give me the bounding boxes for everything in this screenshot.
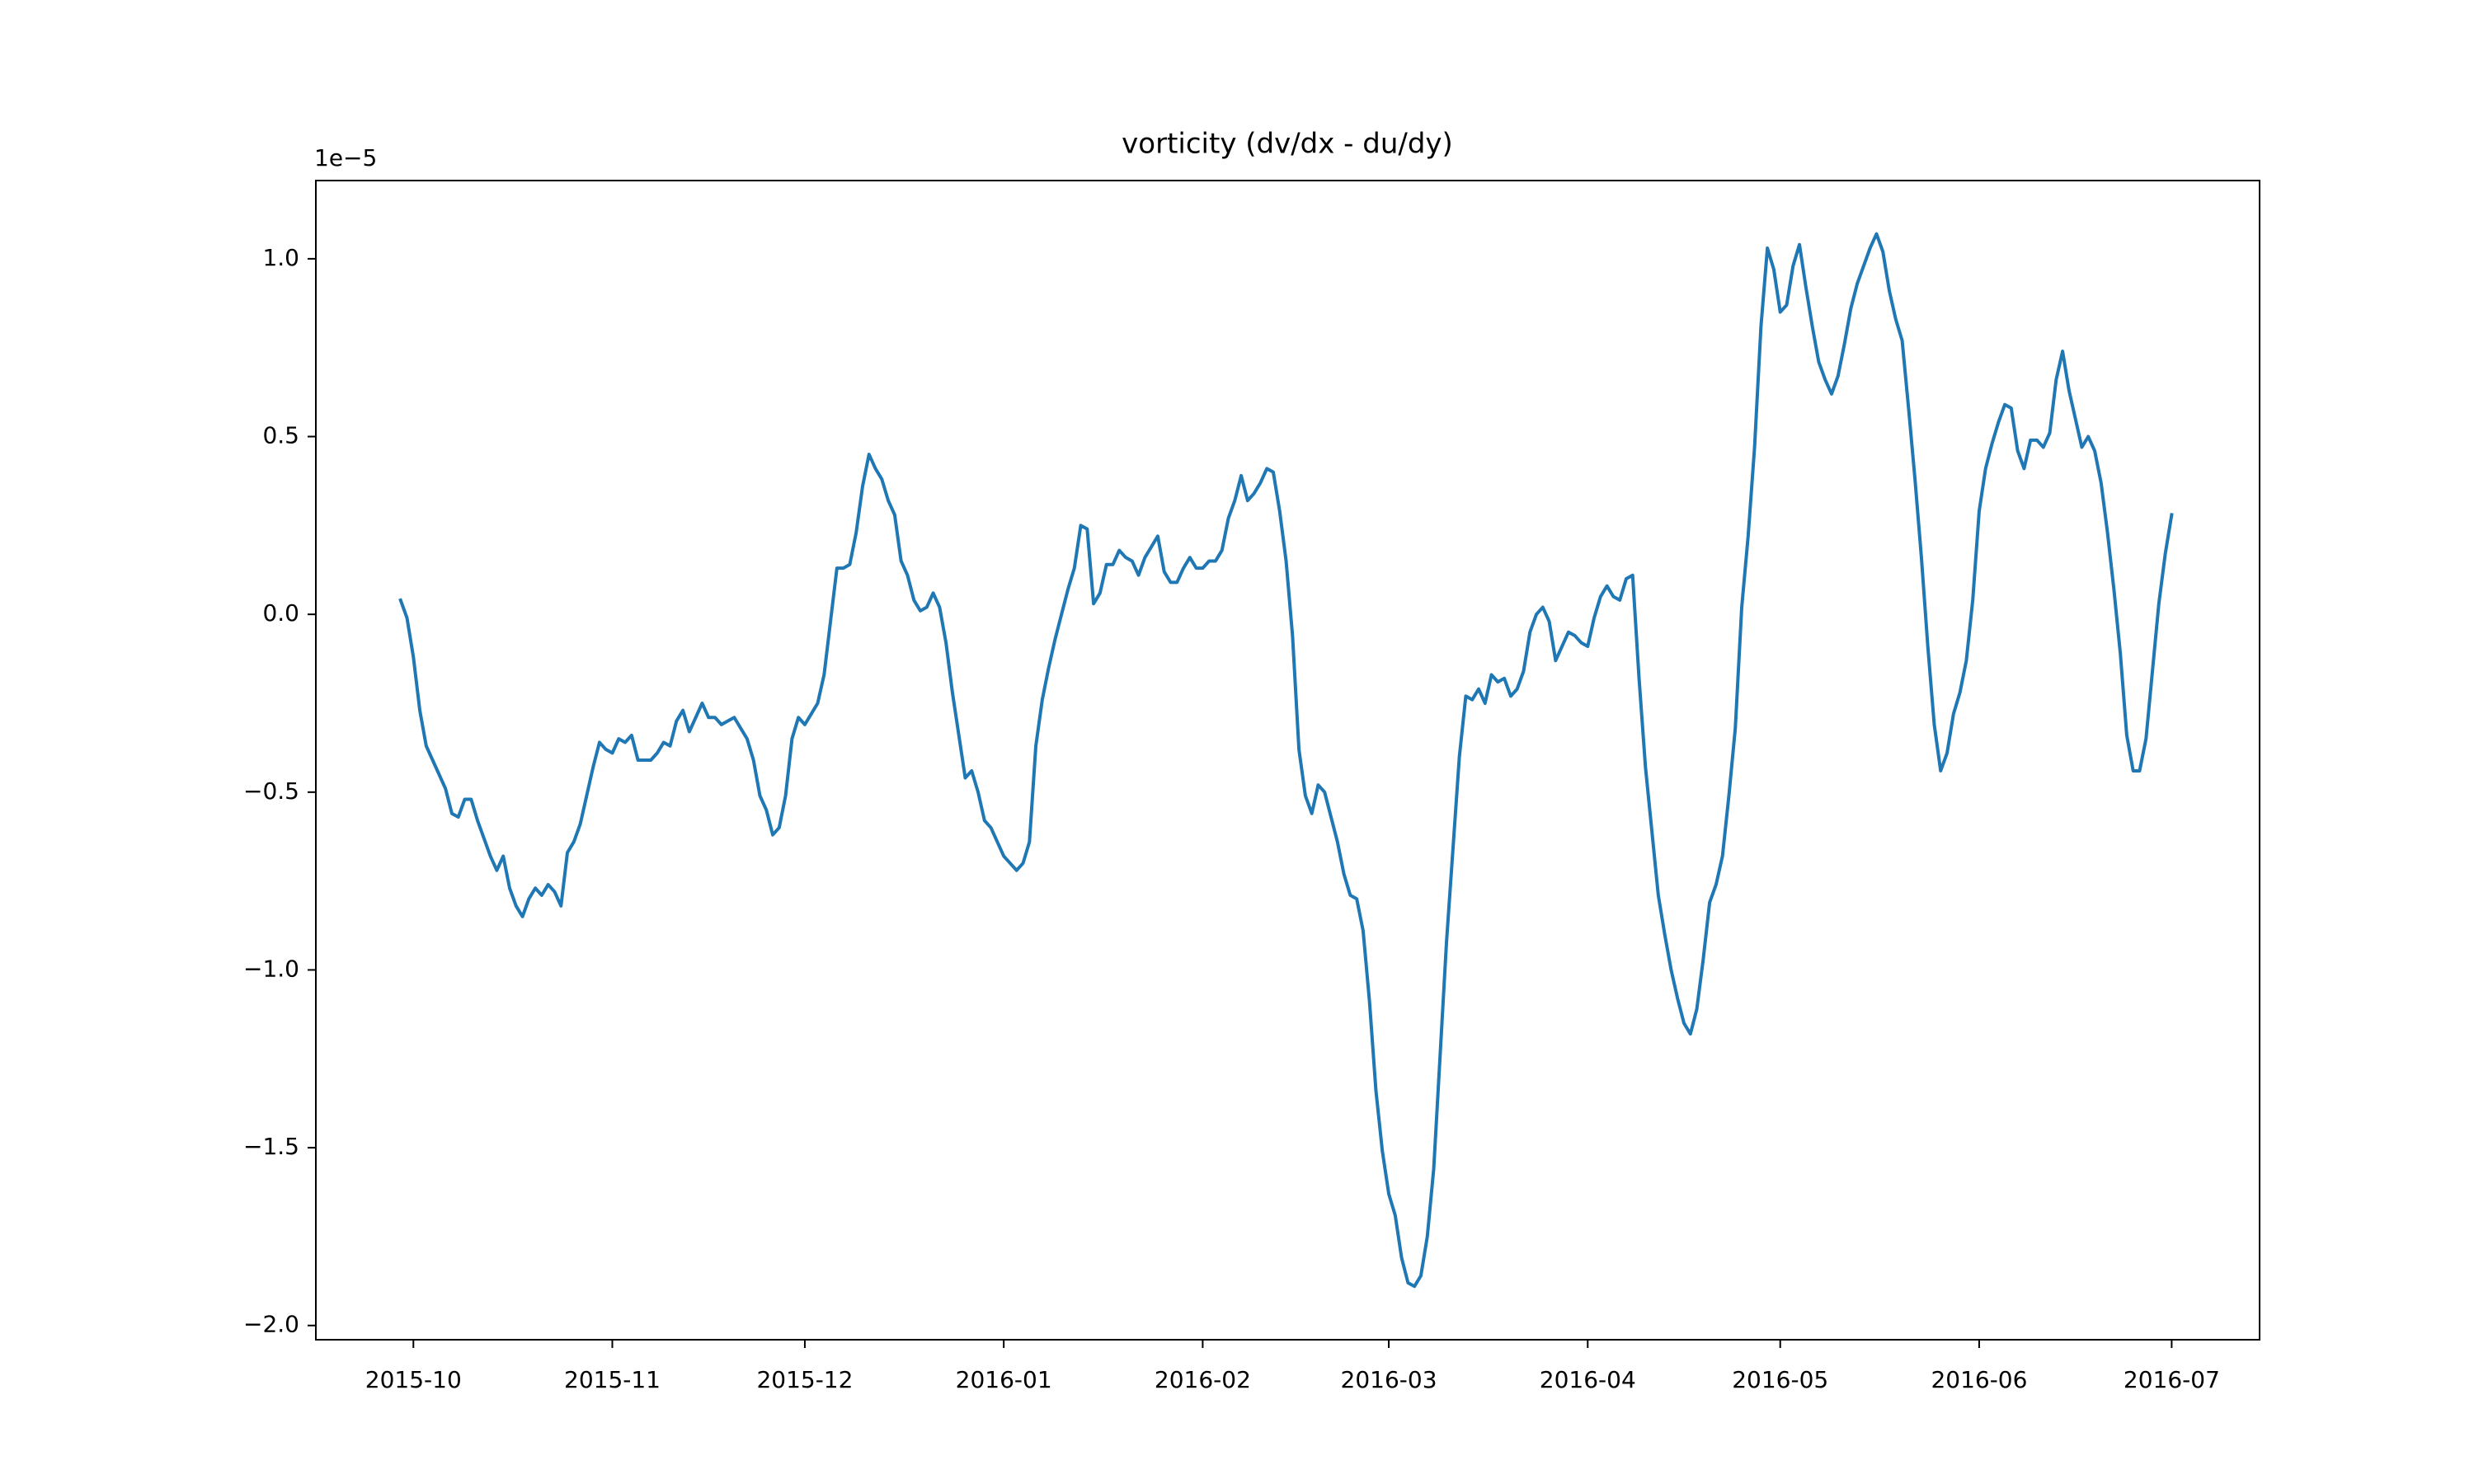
- x-tick-label: 2016-04: [1540, 1366, 1636, 1393]
- y-tick-label: −2.0: [243, 1311, 299, 1338]
- plot-frame: [315, 180, 2260, 1341]
- x-tick-label: 2015-12: [756, 1366, 853, 1393]
- y-tick-label: −0.5: [243, 777, 299, 805]
- y-tick-label: −1.0: [243, 955, 299, 982]
- y-tick-label: −1.5: [243, 1133, 299, 1160]
- y-tick-label: 0.0: [262, 599, 299, 627]
- y-tick-label: 0.5: [262, 422, 299, 449]
- x-tick-label: 2016-02: [1155, 1366, 1251, 1393]
- x-tick-label: 2016-06: [1931, 1366, 2027, 1393]
- x-tick-label: 2015-10: [365, 1366, 462, 1393]
- x-tick-label: 2016-07: [2124, 1366, 2220, 1393]
- x-tick-label: 2016-01: [956, 1366, 1052, 1393]
- data-line: [398, 232, 2174, 1289]
- x-tick-label: 2015-11: [564, 1366, 661, 1393]
- y-scale-label: 1e−5: [314, 144, 377, 171]
- chart-title: vorticity (dv/dx - du/dy): [1122, 128, 1453, 161]
- x-tick-label: 2016-05: [1732, 1366, 1828, 1393]
- y-tick-label: 1.0: [262, 244, 299, 271]
- x-tick-label: 2016-03: [1341, 1366, 1437, 1393]
